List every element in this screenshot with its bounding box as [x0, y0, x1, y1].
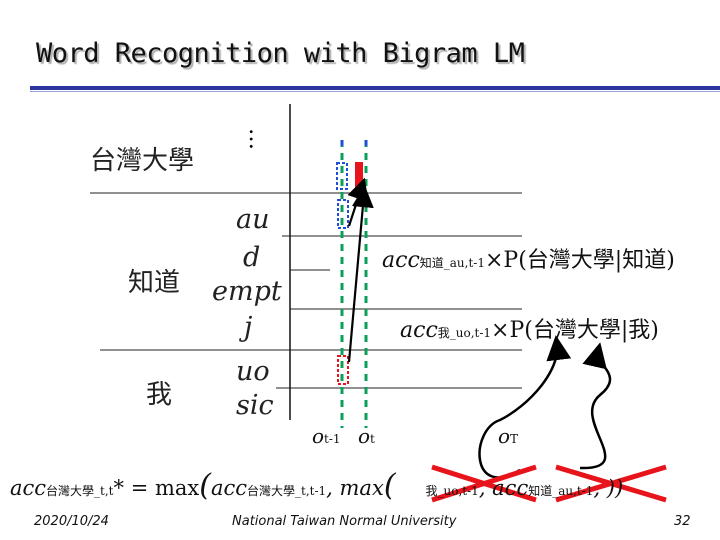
phone-label-au: au [236, 204, 270, 235]
phone-label-d: d [243, 242, 261, 273]
footer-page-number: 32 [674, 514, 691, 529]
time-label-o-t: ot [358, 424, 375, 448]
curved-arrow-left [478, 335, 572, 479]
title-underline [30, 86, 720, 90]
transition-arrow-from-uo [347, 185, 374, 363]
cross-mark-1b [431, 464, 537, 503]
viterbi-recursion-formula: acc台灣大學_t,t* = max(acc台灣大學_t,t-1, max(我_… [10, 468, 624, 503]
word-label-taiwan-university: 台灣大學 [90, 146, 195, 176]
transition-formula-zhidao: acc知道_au,t-1×P(台灣大學|知道) [382, 248, 675, 273]
word-label-zhidao: 知道 [128, 268, 181, 298]
transition-arrow-from-au [347, 177, 369, 227]
word-label-wo: 我 [146, 380, 173, 410]
vertical-ellipsis: … [244, 128, 269, 150]
cross-mark-2b [555, 464, 667, 503]
curved-arrow-right [579, 342, 612, 470]
footer-date: 2020/10/24 [34, 514, 109, 529]
phone-label-empt: empt [212, 276, 282, 307]
phone-label-uo: uo [236, 356, 270, 387]
state-block-uo [337, 355, 349, 385]
title-underline-thin [30, 91, 720, 92]
state-block-au [337, 199, 349, 229]
time-label-o-t-minus-1: ot-1 [312, 424, 341, 448]
transition-formula-wo: acc我_uo,t-1×P(台灣大學|我) [400, 318, 659, 343]
phone-label-sic: sic [236, 390, 274, 421]
footer-institution: National Taiwan Normal University [232, 514, 457, 529]
page-title: Word Recognition with Bigram LM [36, 38, 525, 69]
phone-label-j: j [244, 312, 253, 343]
time-label-o-T: oT [498, 424, 519, 448]
state-block-top [336, 162, 348, 190]
state-block-top-red [355, 162, 363, 188]
